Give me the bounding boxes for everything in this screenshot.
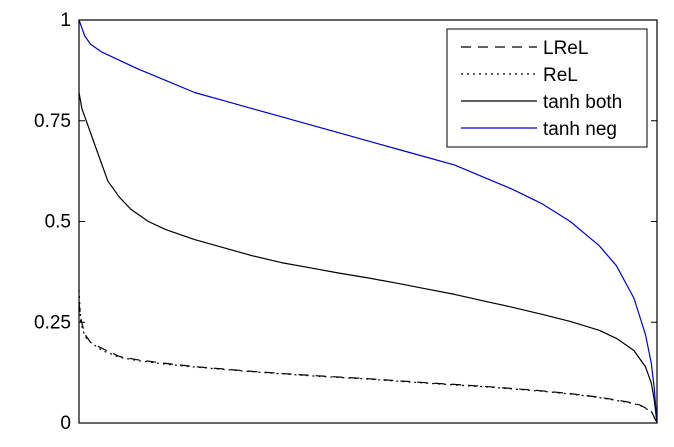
y-tick-label: 0.75 (34, 111, 71, 132)
legend-label: ReL (543, 65, 578, 86)
legend-label: tanh both (543, 92, 622, 113)
curves (78, 19, 658, 424)
y-axis: 0 0.25 0.5 0.75 1 (34, 10, 657, 434)
y-tick-label: 0 (60, 413, 71, 434)
y-tick-label: 1 (60, 10, 71, 31)
y-tick-label: 0.25 (34, 312, 71, 333)
legend-box (446, 28, 648, 148)
series-line-tanh-neg (78, 19, 658, 424)
legend-label: tanh neg (543, 119, 617, 140)
series-line-rel (78, 289, 658, 424)
series-line-tanh-both (78, 92, 658, 424)
legend: LReL ReL tanh both tanh neg (446, 28, 648, 148)
legend-label: LReL (543, 38, 588, 59)
y-tick-label: 0.5 (45, 212, 71, 233)
